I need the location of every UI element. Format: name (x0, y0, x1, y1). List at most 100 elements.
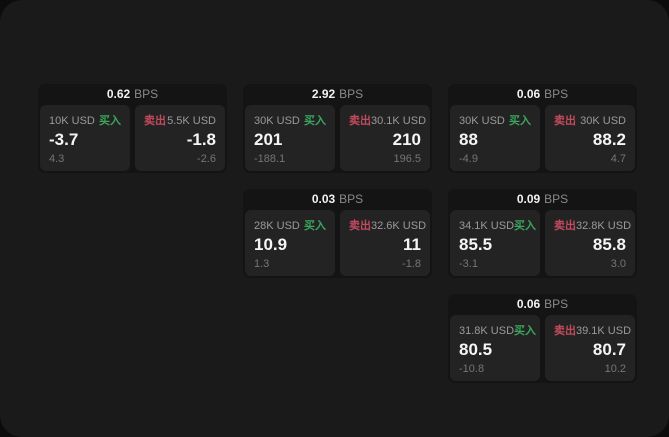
sell-quote-tile[interactable]: 卖出 5.5K USD -1.8 -2.6 (135, 105, 225, 171)
bps-unit-label: BPS (339, 192, 364, 206)
card-body: 10K USD 买入 -3.7 4.3 卖出 5.5K USD -1.8 -2.… (38, 105, 227, 173)
sell-price: 210 (392, 130, 421, 150)
card-header: 0.62 BPS (38, 84, 227, 105)
sell-amount: 32.6K USD (371, 220, 427, 232)
spread-card: 0.06 BPS 31.8K USD 买入 80.5 -10.8 卖出 39.1… (448, 294, 637, 383)
sell-amount: 39.1K USD (576, 325, 632, 337)
spread-card: 2.92 BPS 30K USD 买入 201 -188.1 卖出 30.1K … (243, 84, 432, 173)
buy-tile-header: 10K USD 买入 (49, 112, 121, 128)
sell-amount: 30.1K USD (371, 115, 427, 127)
bps-unit-label: BPS (339, 87, 364, 101)
sell-quote-tile[interactable]: 卖出 39.1K USD 80.7 10.2 (545, 315, 635, 381)
spread-card: 0.62 BPS 10K USD 买入 -3.7 4.3 卖出 5.5K USD… (38, 84, 227, 173)
sell-label: 卖出 (554, 115, 576, 127)
sell-price: 11 (403, 235, 421, 255)
card-body: 30K USD 买入 88 -4.9 卖出 30K USD 88.2 4.7 (448, 105, 637, 173)
sell-tile-header: 卖出 30K USD (554, 112, 626, 128)
sell-delta: -2.6 (197, 153, 216, 165)
buy-price: 85.5 (459, 235, 493, 255)
buy-tile-header: 31.8K USD 买入 (459, 322, 536, 338)
card-body: 30K USD 买入 201 -188.1 卖出 30.1K USD 210 1… (243, 105, 432, 173)
card-header: 2.92 BPS (243, 84, 432, 105)
sell-amount: 5.5K USD (167, 115, 216, 127)
buy-delta: -188.1 (254, 153, 286, 165)
sell-price: 88.2 (592, 130, 626, 150)
buy-amount: 30K USD (254, 115, 300, 127)
sell-delta: 3.0 (610, 258, 626, 270)
card-header: 0.09 BPS (448, 189, 637, 210)
sell-delta: -1.8 (402, 258, 421, 270)
buy-tile-header: 30K USD 买入 (459, 112, 531, 128)
buy-amount: 31.8K USD (459, 325, 515, 337)
buy-label: 买入 (514, 220, 537, 232)
cards-grid: 0.62 BPS 10K USD 买入 -3.7 4.3 卖出 5.5K USD… (38, 84, 637, 383)
buy-quote-tile[interactable]: 31.8K USD 买入 80.5 -10.8 (450, 315, 540, 381)
buy-amount: 28K USD (254, 220, 300, 232)
sell-delta: 196.5 (393, 153, 421, 165)
sell-quote-tile[interactable]: 卖出 32.6K USD 11 -1.8 (340, 210, 430, 276)
buy-price: 10.9 (254, 235, 288, 255)
bps-value: 0.62 (106, 87, 131, 101)
buy-quote-tile[interactable]: 30K USD 买入 88 -4.9 (450, 105, 540, 171)
bps-unit-label: BPS (544, 297, 569, 311)
sell-tile-header: 卖出 5.5K USD (144, 112, 216, 128)
buy-delta: -4.9 (459, 153, 478, 165)
buy-delta: -10.8 (459, 363, 485, 375)
sell-tile-header: 卖出 39.1K USD (554, 322, 631, 338)
sell-price: 85.8 (592, 235, 626, 255)
sell-tile-header: 卖出 32.6K USD (349, 217, 426, 233)
buy-tile-header: 30K USD 买入 (254, 112, 326, 128)
sell-delta: 10.2 (604, 363, 626, 375)
buy-quote-tile[interactable]: 30K USD 买入 201 -188.1 (245, 105, 335, 171)
sell-label: 卖出 (554, 325, 576, 337)
sell-quote-tile[interactable]: 卖出 30.1K USD 210 196.5 (340, 105, 430, 171)
sell-label: 卖出 (554, 220, 576, 232)
sell-amount: 30K USD (580, 115, 626, 127)
card-header: 0.06 BPS (448, 84, 637, 105)
bps-value: 0.06 (516, 297, 541, 311)
bps-value: 0.06 (516, 87, 541, 101)
card-body: 31.8K USD 买入 80.5 -10.8 卖出 39.1K USD 80.… (448, 315, 637, 383)
buy-price: 201 (254, 130, 283, 150)
buy-label: 买入 (514, 325, 537, 337)
buy-amount: 30K USD (459, 115, 505, 127)
buy-quote-tile[interactable]: 10K USD 买入 -3.7 4.3 (40, 105, 130, 171)
sell-price: 80.7 (592, 340, 626, 360)
buy-amount: 10K USD (49, 115, 95, 127)
sell-label: 卖出 (349, 220, 371, 232)
spread-card: 0.06 BPS 30K USD 买入 88 -4.9 卖出 30K USD 8… (448, 84, 637, 173)
buy-price: -3.7 (49, 130, 79, 150)
bps-unit-label: BPS (544, 87, 569, 101)
spread-card: 0.03 BPS 28K USD 买入 10.9 1.3 卖出 32.6K US… (243, 189, 432, 278)
sell-price: -1.8 (186, 130, 216, 150)
bps-value: 2.92 (311, 87, 336, 101)
sell-label: 卖出 (349, 115, 371, 127)
buy-label: 买入 (304, 220, 326, 232)
buy-tile-header: 34.1K USD 买入 (459, 217, 536, 233)
buy-label: 买入 (99, 115, 121, 127)
sell-delta: 4.7 (610, 153, 626, 165)
sell-quote-tile[interactable]: 卖出 32.8K USD 85.8 3.0 (545, 210, 635, 276)
sell-label: 卖出 (144, 115, 166, 127)
buy-delta: -3.1 (459, 258, 478, 270)
card-header: 0.06 BPS (448, 294, 637, 315)
buy-label: 买入 (509, 115, 531, 127)
buy-price: 88 (459, 130, 478, 150)
spread-card: 0.09 BPS 34.1K USD 买入 85.5 -3.1 卖出 32.8K… (448, 189, 637, 278)
buy-tile-header: 28K USD 买入 (254, 217, 326, 233)
bps-value: 0.09 (516, 192, 541, 206)
buy-quote-tile[interactable]: 28K USD 买入 10.9 1.3 (245, 210, 335, 276)
buy-quote-tile[interactable]: 34.1K USD 买入 85.5 -3.1 (450, 210, 540, 276)
card-header: 0.03 BPS (243, 189, 432, 210)
buy-amount: 34.1K USD (459, 220, 515, 232)
buy-delta: 4.3 (49, 153, 65, 165)
sell-tile-header: 卖出 30.1K USD (349, 112, 426, 128)
sell-tile-header: 卖出 32.8K USD (554, 217, 631, 233)
card-body: 28K USD 买入 10.9 1.3 卖出 32.6K USD 11 -1.8 (243, 210, 432, 278)
bps-unit-label: BPS (134, 87, 159, 101)
sell-quote-tile[interactable]: 卖出 30K USD 88.2 4.7 (545, 105, 635, 171)
bps-value: 0.03 (311, 192, 336, 206)
buy-label: 买入 (304, 115, 326, 127)
sell-amount: 32.8K USD (576, 220, 632, 232)
